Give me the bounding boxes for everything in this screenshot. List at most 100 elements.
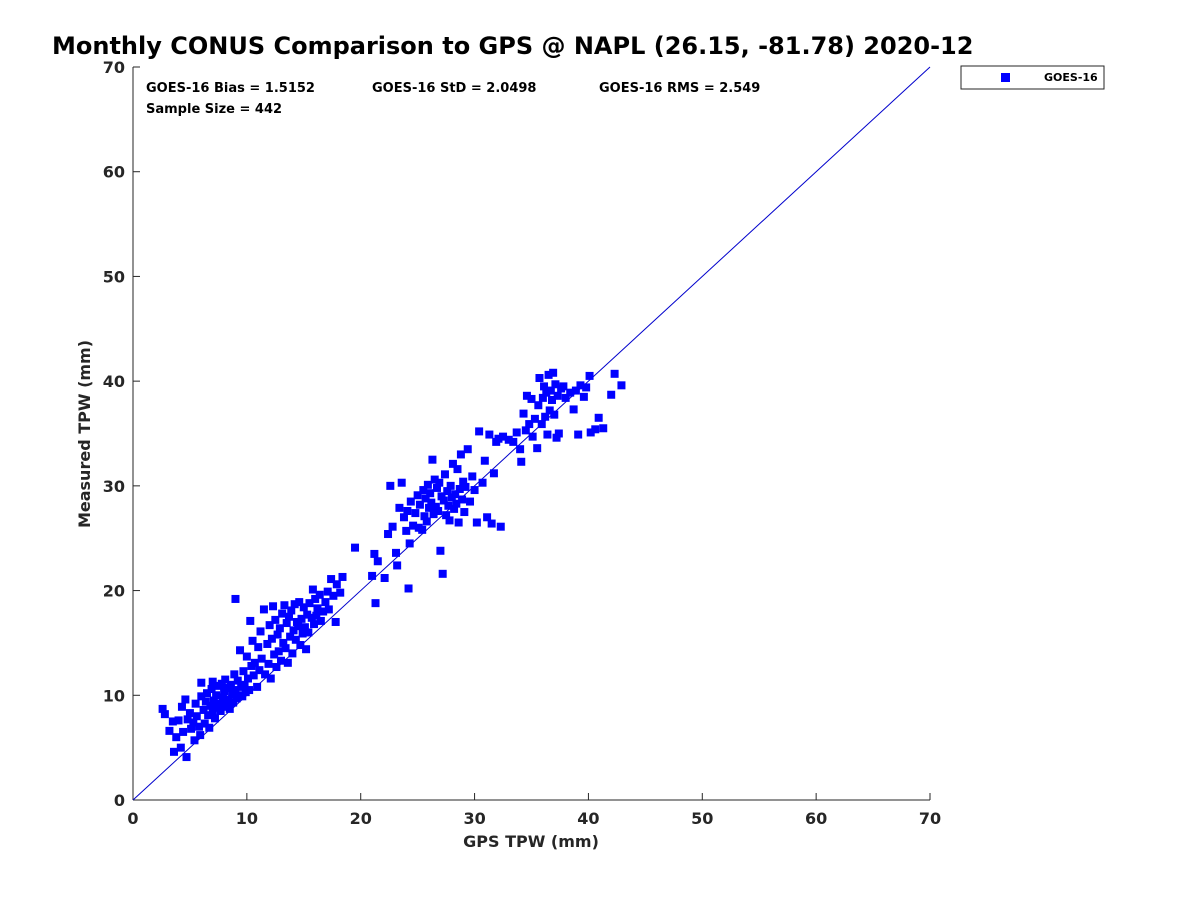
data-point [535,374,544,383]
data-point [313,604,322,613]
data-point [420,512,429,521]
data-point [282,619,291,628]
data-point [405,539,414,548]
y-tick-label: 20 [103,582,125,601]
data-point [308,585,317,594]
data-point [279,638,288,647]
axis-ticks: 0 10 20 30 40 50 60 70 0 10 20 30 40 50 60 70 [103,58,941,828]
data-point [324,605,333,614]
data-point [270,650,279,659]
plot-area: 0 10 20 30 40 50 60 70 0 10 20 30 40 50 60 70 [103,58,941,828]
data-point [527,394,536,403]
data-point [549,368,558,377]
data-point [236,646,245,655]
data-point [380,574,389,583]
data-point [216,706,225,715]
data-point [231,686,240,695]
data-point [277,656,286,665]
data-point [233,676,242,685]
stat-rms: GOES-16 RMS = 2.549 [599,81,760,96]
data-point [483,513,492,522]
chart-title: Monthly CONUS Comparison to GPS @ NAPL (… [52,32,973,60]
data-point [540,382,549,391]
data-point [294,622,303,631]
data-point [226,680,235,689]
data-points [158,368,626,762]
data-point [373,557,382,566]
data-point [446,481,455,490]
data-point [295,598,304,607]
data-point [289,626,298,635]
data-point [542,388,551,397]
data-point [266,674,275,683]
x-tick-label: 0 [127,809,138,828]
data-point [263,639,272,648]
data-point [310,620,319,629]
data-point [436,546,445,555]
data-point [168,717,177,726]
x-tick-label: 40 [577,809,599,828]
data-point [185,709,194,718]
data-point [494,434,503,443]
data-point [452,499,461,508]
data-point [516,445,525,454]
data-point [196,731,205,740]
data-point [489,469,498,478]
data-point [554,429,563,438]
data-point [284,612,293,621]
data-point [267,634,276,643]
data-point [445,516,454,525]
data-point [402,526,411,535]
data-point [261,670,270,679]
data-point [552,433,561,442]
data-point [177,702,186,711]
data-point [199,705,208,714]
data-point [169,747,178,756]
data-point [576,381,585,390]
legend-label: GOES-16 [1044,71,1098,84]
data-point [257,654,266,663]
data-point [250,658,259,667]
stat-bias: GOES-16 Bias = 1.5152 [146,81,315,96]
legend: GOES-16 [960,65,1105,90]
data-point [561,393,570,402]
data-point [435,478,444,487]
data-point [265,621,274,630]
data-point [286,632,295,641]
data-point [442,511,451,520]
data-point [242,652,251,661]
data-point [440,470,449,479]
data-point [485,430,494,439]
data-point [392,548,401,557]
data-point [183,715,192,724]
data-point [422,517,431,526]
data-point [190,736,199,745]
data-point [275,624,284,633]
data-point [288,649,297,658]
data-point [200,719,209,728]
data-point [463,445,472,454]
data-point [418,525,427,534]
data-point [475,427,484,436]
y-axis-label: Measured TPW (mm) [75,340,94,528]
data-point [480,456,489,465]
data-point [544,370,553,379]
data-point [299,603,308,612]
y-tick-label: 0 [114,791,125,810]
data-point [459,477,468,486]
legend-box [960,65,1105,90]
data-point [371,599,380,608]
data-point [443,487,452,496]
data-point [551,380,560,389]
data-point [209,696,218,705]
data-point [245,686,254,695]
data-point [395,503,404,512]
data-point [406,497,415,506]
data-point [283,658,292,667]
data-point [312,611,321,620]
data-point [272,663,281,672]
data-point [221,675,230,684]
data-point [393,561,402,570]
data-point [297,614,306,623]
